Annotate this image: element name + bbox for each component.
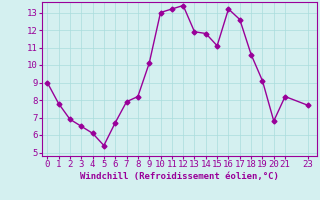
X-axis label: Windchill (Refroidissement éolien,°C): Windchill (Refroidissement éolien,°C) [80, 172, 279, 181]
